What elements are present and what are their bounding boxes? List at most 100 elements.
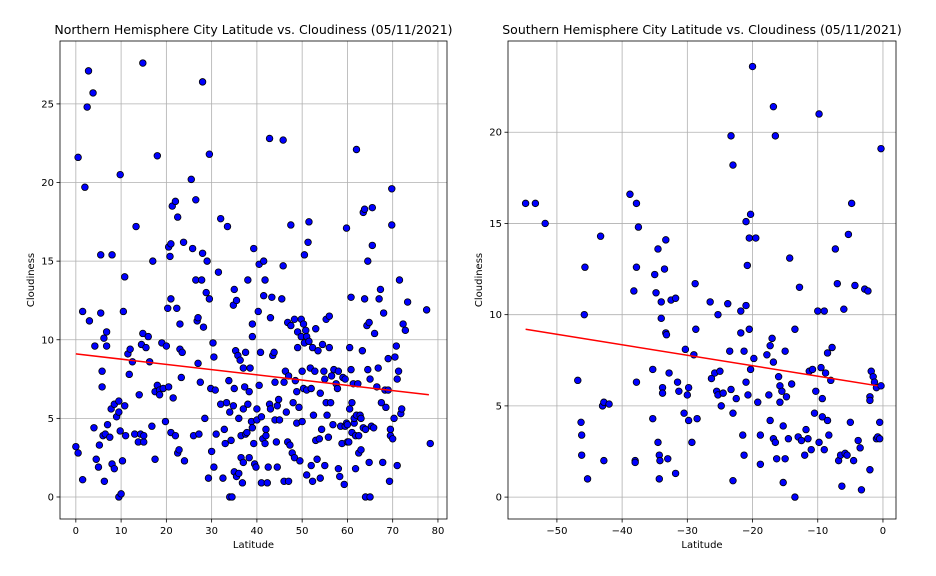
data-point xyxy=(248,424,257,432)
data-point xyxy=(100,477,109,485)
data-point xyxy=(334,367,343,375)
data-point xyxy=(379,458,387,467)
x-tick-label: −50 xyxy=(546,526,567,537)
data-point xyxy=(325,312,334,320)
data-point xyxy=(102,342,111,350)
data-point xyxy=(223,222,232,231)
data-point xyxy=(662,331,671,339)
data-point xyxy=(831,245,840,253)
x-tick-label: 0 xyxy=(880,526,886,537)
data-point xyxy=(78,475,87,484)
data-point xyxy=(784,435,793,443)
data-point xyxy=(388,435,397,443)
data-point xyxy=(326,398,335,407)
data-point xyxy=(106,433,114,441)
data-point xyxy=(662,236,670,244)
data-point xyxy=(97,309,105,317)
data-point xyxy=(401,326,410,335)
data-point xyxy=(688,438,696,447)
data-point xyxy=(877,144,885,153)
data-point xyxy=(155,391,164,399)
data-point xyxy=(336,472,344,481)
data-point xyxy=(116,170,124,179)
data-point xyxy=(360,295,369,303)
data-point xyxy=(846,418,855,427)
data-point xyxy=(737,329,745,337)
data-point xyxy=(781,347,789,355)
data-point xyxy=(348,398,356,407)
data-point xyxy=(226,408,234,416)
data-point xyxy=(763,351,771,359)
regression-line xyxy=(525,328,878,387)
scatter-points xyxy=(72,59,434,501)
data-point xyxy=(278,295,286,303)
x-tick-label: −40 xyxy=(612,526,633,537)
plot-frame xyxy=(507,40,897,520)
data-point xyxy=(843,451,851,459)
data-point xyxy=(314,347,322,355)
data-point xyxy=(347,293,355,301)
data-point xyxy=(243,428,251,437)
data-point xyxy=(298,417,306,426)
x-tick-label: 60 xyxy=(341,526,354,537)
y-tick-label: 25 xyxy=(41,99,54,110)
data-point xyxy=(307,384,315,393)
data-point xyxy=(309,411,318,419)
data-point xyxy=(769,102,778,111)
data-point xyxy=(116,427,124,435)
data-point xyxy=(95,441,104,449)
data-point xyxy=(290,315,299,324)
data-point xyxy=(864,287,872,295)
data-point xyxy=(779,422,787,430)
data-point xyxy=(740,451,748,459)
data-point xyxy=(244,400,252,408)
data-point xyxy=(817,363,825,372)
data-point xyxy=(626,190,634,198)
data-point xyxy=(403,298,412,306)
data-point xyxy=(239,458,248,467)
data-point xyxy=(211,386,219,394)
data-point xyxy=(766,341,774,350)
data-point xyxy=(651,270,659,279)
data-point xyxy=(768,334,776,343)
data-point xyxy=(119,307,128,316)
data-point xyxy=(144,332,152,341)
data-point xyxy=(742,301,750,310)
data-point xyxy=(177,373,186,382)
data-point xyxy=(345,438,353,446)
data-point xyxy=(388,221,396,229)
plot-frame xyxy=(59,40,448,520)
northern-hemisphere-panel: Northern Hemisphere City Latitude vs. Cl… xyxy=(26,22,453,551)
data-point xyxy=(671,294,680,302)
data-point xyxy=(255,381,263,390)
data-point xyxy=(394,367,403,375)
data-point xyxy=(221,439,229,448)
data-point xyxy=(384,354,392,363)
data-point xyxy=(772,455,781,463)
x-axis-label: Latitude xyxy=(681,540,722,551)
x-tick-label: 50 xyxy=(296,526,309,537)
data-point xyxy=(779,478,787,487)
data-point xyxy=(262,431,270,440)
data-point xyxy=(308,477,317,485)
data-point xyxy=(815,110,823,118)
data-point xyxy=(745,234,753,242)
data-point xyxy=(300,251,309,259)
data-point xyxy=(675,387,683,395)
x-tick-label: 20 xyxy=(160,526,173,537)
chart-title: Southern Hemisphere City Latitude vs. Cl… xyxy=(502,22,902,37)
data-point xyxy=(102,328,111,336)
data-point xyxy=(746,365,755,374)
data-point xyxy=(140,431,148,440)
data-point xyxy=(210,353,218,361)
data-point xyxy=(167,295,175,303)
data-point xyxy=(293,343,302,352)
data-point xyxy=(634,223,643,231)
data-point xyxy=(312,325,320,333)
data-point xyxy=(239,405,248,413)
data-point xyxy=(838,482,846,490)
data-point xyxy=(284,477,293,485)
x-axis-ticks: −50 −40 −30 −20 −10 0 xyxy=(546,519,886,537)
data-point xyxy=(717,402,725,410)
